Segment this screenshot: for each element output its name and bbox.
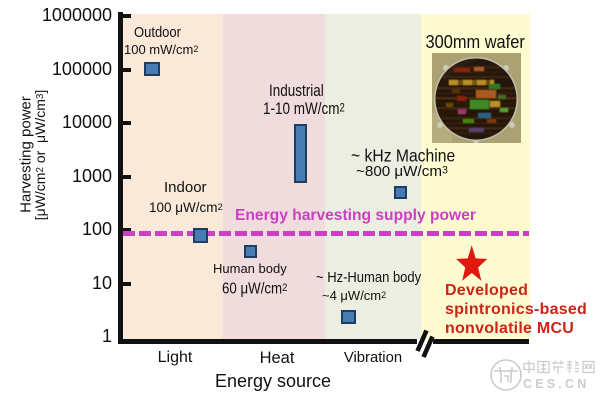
svg-text:CES.CN: CES.CN [523,377,589,391]
